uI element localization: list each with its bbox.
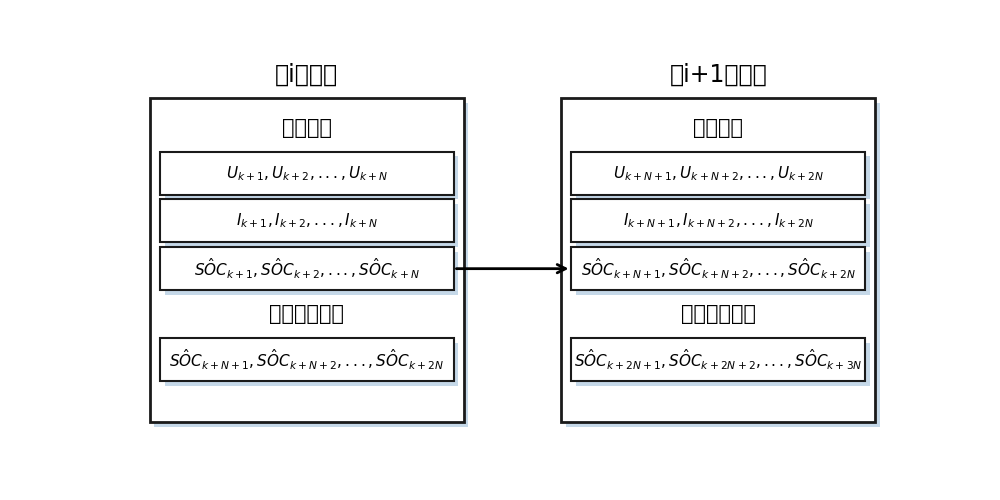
Bar (165, 252, 458, 295)
Text: $S\hat{O}C_{k+1},S\hat{O}C_{k+2},...,S\hat{O}C_{k+N}$: $S\hat{O}C_{k+1},S\hat{O}C_{k+2},...,S\h… (194, 256, 420, 281)
Bar (571, 152, 865, 194)
Text: $U_{k+1},U_{k+2},...,U_{k+N}$: $U_{k+1},U_{k+2},...,U_{k+N}$ (226, 164, 388, 182)
Text: $S\hat{O}C_{k+N+1},S\hat{O}C_{k+N+2},...,S\hat{O}C_{k+2N}$: $S\hat{O}C_{k+N+1},S\hat{O}C_{k+N+2},...… (581, 256, 856, 281)
Text: 荷电状态估计: 荷电状态估计 (681, 304, 756, 324)
Bar (566, 103, 880, 426)
Bar (571, 247, 865, 290)
Text: $S\hat{O}C_{k+2N+1},S\hat{O}C_{k+2N+2},...,S\hat{O}C_{k+3N}$: $S\hat{O}C_{k+2N+1},S\hat{O}C_{k+2N+2},.… (574, 347, 862, 372)
Bar (150, 98, 464, 422)
Text: $I_{k+N+1},I_{k+N+2},...,I_{k+2N}$: $I_{k+N+1},I_{k+N+2},...,I_{k+2N}$ (623, 212, 814, 231)
Text: $U_{k+N+1},U_{k+N+2},...,U_{k+2N}$: $U_{k+N+1},U_{k+N+2},...,U_{k+2N}$ (613, 164, 824, 182)
Bar (571, 200, 865, 242)
Bar (576, 342, 870, 386)
Bar (160, 247, 454, 290)
Text: 训练样本: 训练样本 (693, 118, 743, 138)
Bar (571, 338, 865, 381)
Text: 第i个窗口: 第i个窗口 (275, 63, 338, 87)
Bar (576, 204, 870, 247)
Text: 荷电状态估计: 荷电状态估计 (269, 304, 344, 324)
Text: $S\hat{O}C_{k+N+1},S\hat{O}C_{k+N+2},...,S\hat{O}C_{k+2N}$: $S\hat{O}C_{k+N+1},S\hat{O}C_{k+N+2},...… (169, 347, 444, 372)
Text: 训练样本: 训练样本 (282, 118, 332, 138)
Bar (154, 103, 468, 426)
Text: 第i+1个窗口: 第i+1个窗口 (669, 63, 767, 87)
Bar (561, 98, 875, 422)
Bar (165, 342, 458, 386)
Bar (165, 204, 458, 247)
Bar (576, 156, 870, 200)
Text: $I_{k+1},I_{k+2},...,I_{k+N}$: $I_{k+1},I_{k+2},...,I_{k+N}$ (236, 212, 378, 231)
Bar (165, 156, 458, 200)
Bar (160, 152, 454, 194)
Bar (576, 252, 870, 295)
Bar (160, 200, 454, 242)
Bar (160, 338, 454, 381)
